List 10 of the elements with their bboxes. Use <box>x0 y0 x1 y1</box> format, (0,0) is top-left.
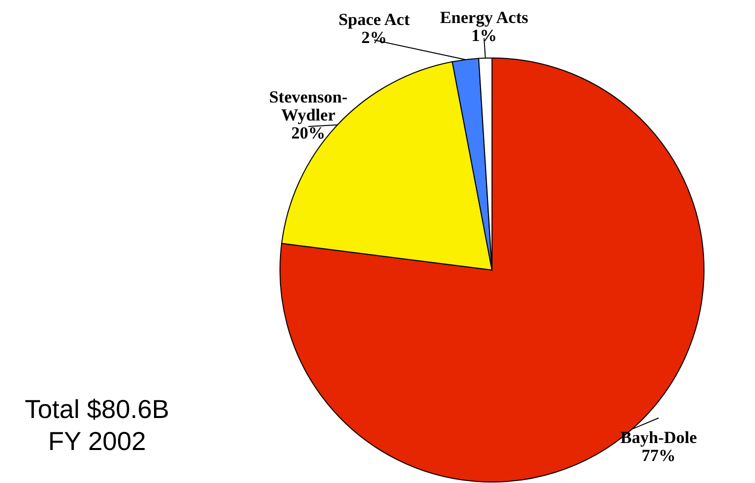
text: Total $80.6B <box>24 394 170 424</box>
slice-label: Stevenson-Wydler <box>269 87 348 124</box>
data-label: 20% <box>291 123 326 142</box>
slice-label: Space Act <box>338 10 410 29</box>
slice-label: Energy Acts <box>440 8 529 28</box>
data-label: 2% <box>361 28 387 47</box>
text: FY 2002 <box>48 426 146 456</box>
data-label: 77% <box>642 446 676 465</box>
slice-label: Bayh-Dole <box>620 428 698 447</box>
data-label: 1% <box>471 26 497 46</box>
